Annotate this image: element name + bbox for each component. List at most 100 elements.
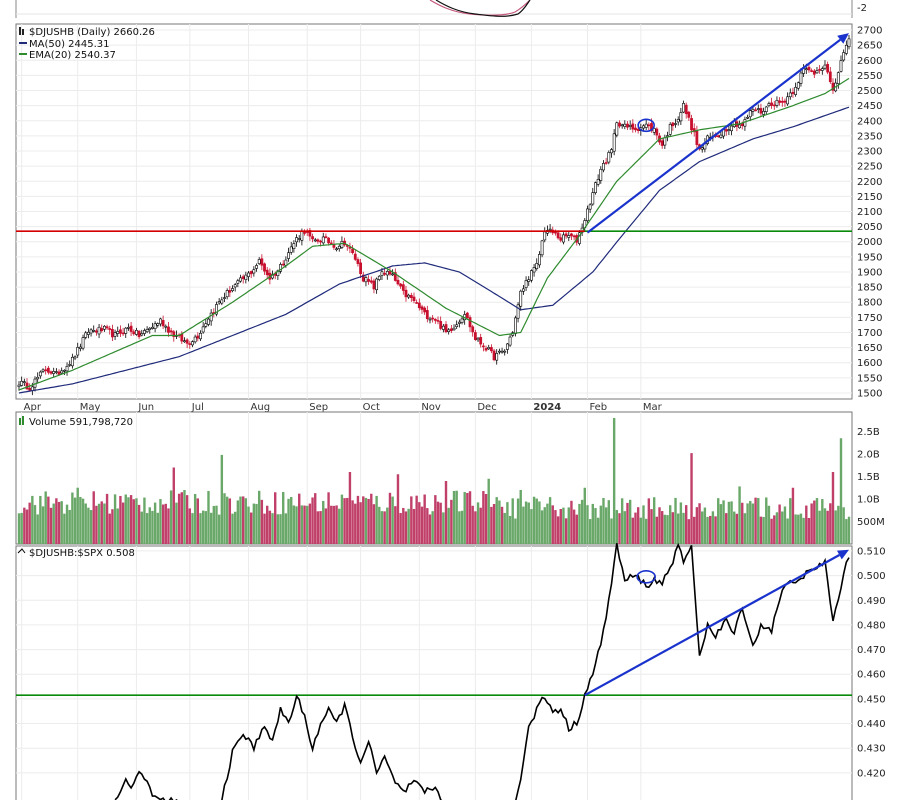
- price-tick-label: 2000: [857, 237, 882, 248]
- candle-body: [604, 162, 608, 164]
- candle-body: [775, 100, 779, 106]
- candle-body: [783, 100, 787, 103]
- volume-bar: [500, 506, 504, 544]
- volume-bar: [815, 498, 819, 544]
- candle-body: [393, 272, 397, 281]
- candle-body: [94, 330, 98, 333]
- volume-bar: [87, 507, 90, 544]
- volume-bar: [548, 497, 552, 544]
- volume-bar: [775, 512, 779, 544]
- volume-bar: [762, 516, 765, 544]
- volume-bar: [247, 506, 250, 544]
- candle-body: [73, 356, 77, 359]
- candle-body: [425, 310, 429, 320]
- candle-body: [54, 371, 58, 373]
- candle-body: [132, 331, 136, 335]
- volume-bar: [233, 511, 237, 544]
- candle-body: [329, 242, 333, 245]
- volume-bar: [276, 514, 280, 544]
- volume-bar: [322, 500, 325, 544]
- volume-bar: [23, 507, 26, 544]
- volume-bar: [706, 516, 709, 544]
- candle-body: [527, 279, 531, 282]
- volume-bar: [428, 514, 432, 544]
- volume-bar: [68, 509, 71, 544]
- volume-bar: [821, 499, 824, 544]
- candle-body: [415, 302, 419, 304]
- candle-body: [119, 329, 122, 334]
- candle-body: [655, 128, 659, 136]
- month-label: May: [80, 402, 101, 413]
- volume-bar: [60, 501, 63, 544]
- volume-bar: [65, 504, 69, 544]
- candle-body: [316, 239, 320, 242]
- volume-bar: [335, 505, 338, 544]
- candle-body: [452, 327, 456, 331]
- volume-bar: [458, 511, 461, 544]
- volume-bar: [383, 511, 386, 544]
- candle-body: [127, 327, 130, 329]
- candle-body: [380, 271, 384, 276]
- ratio-legend-icon: [17, 548, 26, 554]
- candle-body: [607, 152, 611, 163]
- volume-bar: [348, 472, 352, 544]
- candle-body: [97, 326, 101, 335]
- volume-bar: [63, 513, 66, 544]
- volume-tick-label: 1.5B: [857, 472, 880, 483]
- candle-body: [492, 350, 496, 361]
- price-tick-label: 2150: [857, 192, 882, 203]
- volume-bar: [602, 497, 605, 544]
- volume-bar: [719, 504, 723, 544]
- volume-bar: [450, 499, 453, 544]
- ratio-line: [114, 542, 850, 800]
- volume-bar: [308, 503, 312, 544]
- volume-bar: [215, 505, 218, 544]
- candle-body: [610, 149, 613, 154]
- candle-body: [76, 347, 80, 356]
- candle-body: [818, 68, 822, 71]
- candle-body: [652, 128, 656, 133]
- volume-bar: [679, 502, 683, 544]
- candle-body: [543, 231, 547, 241]
- volume-bar: [228, 498, 232, 544]
- volume-bar: [511, 498, 514, 544]
- candle-body: [489, 347, 493, 352]
- candle-body: [455, 324, 459, 327]
- candle-body: [279, 264, 282, 272]
- ratio-legend-label: $DJUSHB:$SPX 0.508: [29, 548, 135, 559]
- volume-bar: [143, 497, 146, 544]
- candle-body: [631, 123, 635, 130]
- volume-bar: [407, 508, 410, 544]
- volume-bar: [172, 467, 175, 544]
- volume-bar: [367, 498, 370, 544]
- candle-body: [719, 134, 723, 138]
- candle-body: [740, 123, 744, 126]
- candle-body: [522, 288, 525, 292]
- candle-body: [762, 111, 765, 115]
- volume-bar: [618, 513, 621, 544]
- volume-bar: [119, 495, 122, 544]
- volume-bar: [802, 517, 805, 544]
- price-trend-arrowhead: [837, 33, 849, 44]
- volume-bar: [55, 498, 58, 544]
- volume-bar: [39, 495, 42, 544]
- volume-bar: [300, 505, 304, 544]
- candle-body: [86, 331, 90, 335]
- candle-body: [313, 239, 317, 242]
- volume-bar: [588, 519, 592, 544]
- candle-body: [20, 380, 24, 386]
- volume-bar: [33, 505, 37, 544]
- candle-body: [754, 109, 757, 112]
- candle-body: [348, 247, 352, 249]
- candle-body: [826, 63, 830, 73]
- legend-bar-icon-2: [22, 29, 24, 35]
- volume-legend: Volume 591,798,720: [19, 416, 133, 428]
- month-label: Nov: [421, 402, 441, 413]
- volume-bar: [223, 493, 226, 544]
- volume-bar: [175, 502, 178, 544]
- price-tick-label: 2200: [857, 177, 882, 188]
- month-label: Oct: [363, 402, 380, 413]
- ratio-panel-frame: [15, 545, 853, 800]
- candle-body: [465, 312, 469, 319]
- volume-bar: [394, 506, 397, 544]
